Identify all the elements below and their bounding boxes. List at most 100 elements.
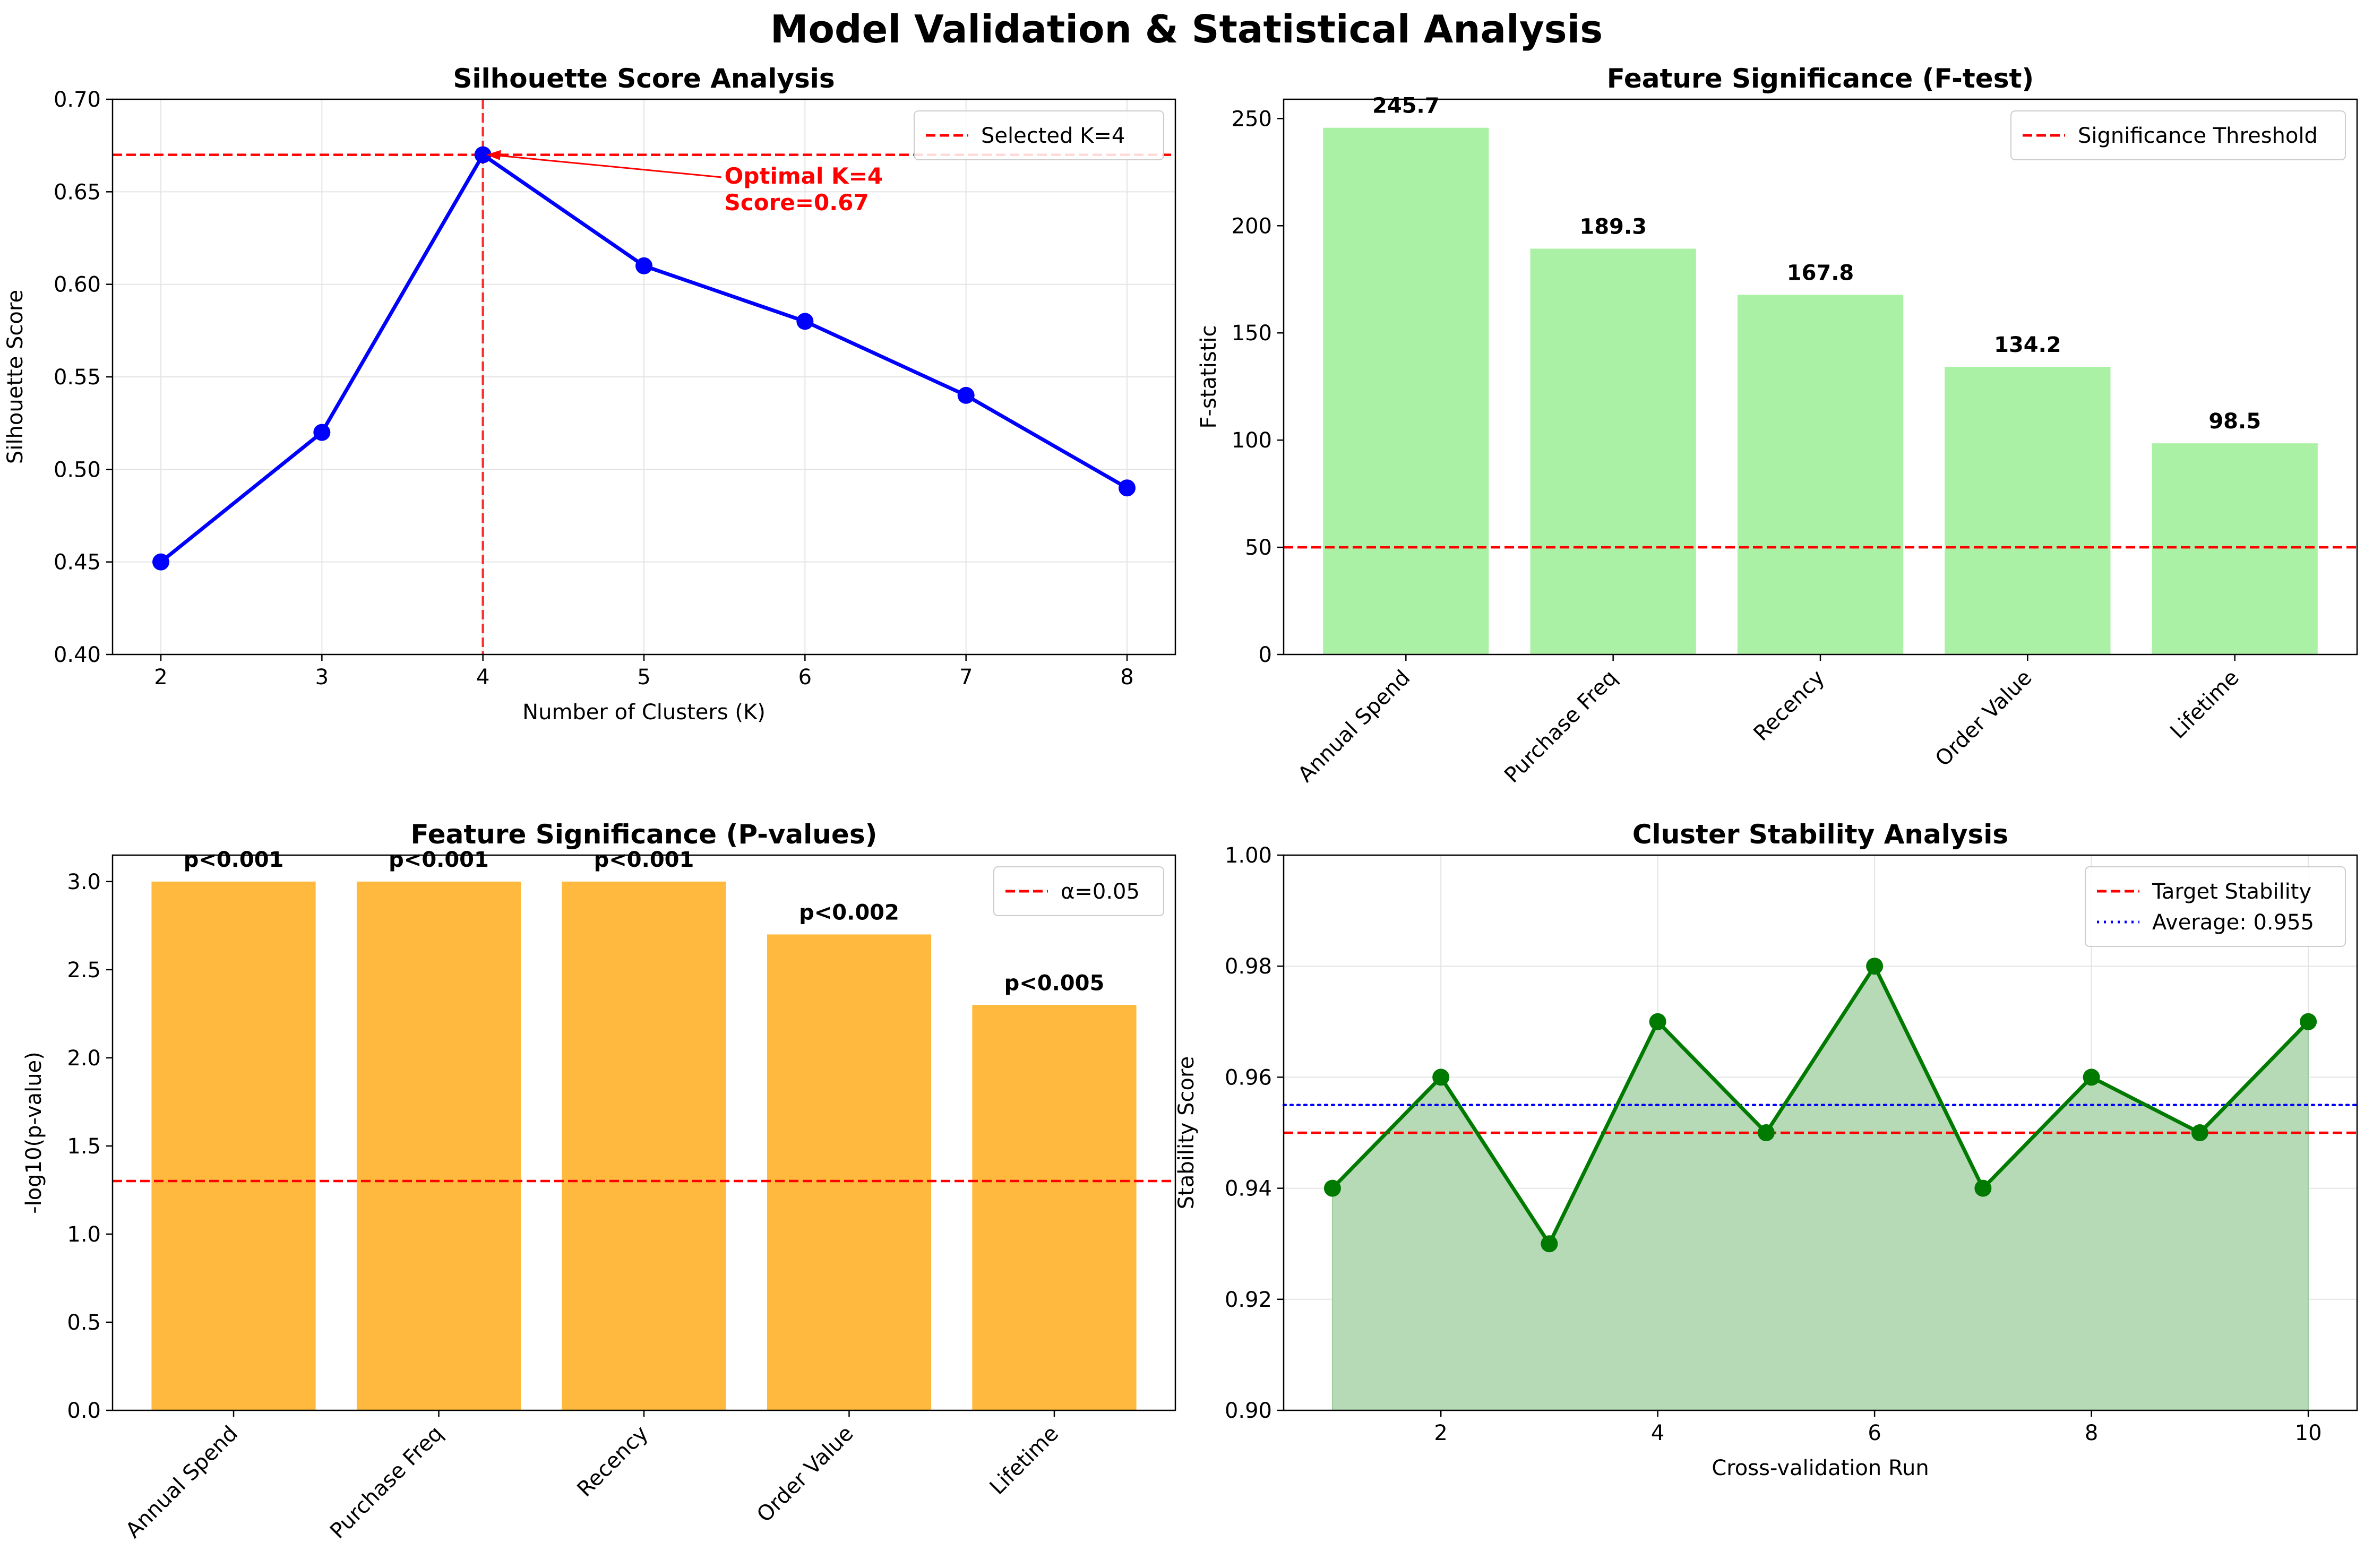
stability-point — [1974, 1179, 1992, 1197]
bar-value-label: p<0.001 — [594, 848, 694, 872]
axes-frame — [111, 98, 1176, 656]
category-label: Order Value — [752, 1421, 858, 1528]
silhouette-point — [474, 146, 492, 163]
y-tick-label: 0.92 — [1225, 1288, 1272, 1312]
annotation-arrow — [490, 154, 721, 178]
legend-entry: Target Stability — [2152, 880, 2311, 904]
category-label: Annual Spend — [1293, 666, 1415, 787]
legend-box — [914, 110, 1164, 160]
legend-entry: α=0.05 — [1061, 880, 1140, 904]
category-label: Lifetime — [985, 1421, 1063, 1500]
stability-point — [1323, 1179, 1341, 1197]
silhouette-panel: 0.40 0.45 0.50 0.55 0.60 0.65 0.70 2 3 4 5 6 7 8 Optim… — [3, 63, 1176, 725]
y-tick-label: 0.55 — [54, 365, 101, 390]
stability-point — [2191, 1124, 2208, 1141]
x-tick-label: 8 — [2085, 1421, 2098, 1445]
legend-box — [2010, 110, 2346, 160]
bar-value-label: p<0.001 — [389, 848, 489, 872]
y-tick-label: 3.0 — [67, 870, 101, 894]
legend-box — [2085, 866, 2346, 947]
axes-frame — [111, 854, 1176, 1411]
y-axis-label: F-statistic — [1197, 325, 1221, 429]
f-test-panel: 0 50 100 150 200 250 245.7 189.3 167.8 134.2 98.5 A… — [1197, 63, 2358, 788]
y-tick-label: 1.5 — [67, 1134, 101, 1159]
panel-title: Feature Significance (F-test) — [1607, 63, 2034, 94]
x-tick-label: 6 — [798, 665, 812, 690]
stability-area — [1331, 965, 2309, 1411]
silhouette-point — [635, 257, 652, 274]
bar-value-label: 167.8 — [1787, 261, 1854, 285]
y-tick-label: 0.65 — [54, 180, 101, 204]
bar-value-label: 189.3 — [1579, 214, 1647, 239]
p-value-panel: 0.0 0.5 1.0 1.5 2.0 2.5 3.0 p<0.001 p<0.001 p<0.0… — [22, 819, 1176, 1544]
x-tick-label: 4 — [1651, 1421, 1664, 1445]
y-tick-label: 0.94 — [1225, 1177, 1272, 1201]
annotation-text-score: Score=0.67 — [725, 189, 869, 216]
y-tick-label: 2.0 — [67, 1046, 101, 1071]
legend-entry: Selected K=4 — [981, 124, 1125, 148]
y-tick-label: 0.60 — [54, 273, 101, 297]
stability-point — [1757, 1124, 1775, 1141]
y-tick-label: 200 — [1232, 214, 1272, 238]
x-tick-label: 2 — [1434, 1421, 1447, 1445]
y-tick-label: 0.96 — [1225, 1065, 1272, 1090]
p-value-bar — [562, 881, 726, 1410]
stability-line — [1331, 964, 2310, 1246]
y-tick-label: 2.5 — [67, 958, 101, 983]
legend-entry: Average: 0.955 — [2152, 910, 2314, 935]
stability-point — [1866, 958, 1884, 975]
category-label: Recency — [573, 1421, 653, 1502]
p-value-bar — [356, 881, 521, 1410]
silhouette-point — [1119, 479, 1136, 497]
stability-point — [1649, 1013, 1666, 1030]
x-tick-label: 7 — [959, 665, 973, 690]
y-tick-label: 50 — [1245, 536, 1272, 560]
y-axis-label: -log10(p-value) — [22, 1052, 46, 1214]
y-axis-label: Stability Score — [1174, 1056, 1199, 1209]
category-label: Lifetime — [2165, 666, 2243, 744]
axes-frame — [1283, 854, 2358, 1411]
category-label: Order Value — [1931, 666, 2037, 772]
f-stat-bar — [1530, 248, 1696, 655]
p-value-bar — [767, 934, 932, 1410]
silhouette-point — [957, 386, 975, 404]
y-tick-label: 0.5 — [67, 1311, 101, 1335]
y-tick-label: 0.50 — [54, 458, 101, 482]
y-tick-label: 0.90 — [1225, 1399, 1272, 1423]
category-label: Purchase Freq — [325, 1421, 448, 1544]
bar-value-label: 134.2 — [1994, 333, 2061, 357]
stability-point — [1541, 1235, 1558, 1253]
x-axis-label: Cross-validation Run — [1712, 1456, 1929, 1480]
bar-value-label: p<0.005 — [1004, 971, 1105, 995]
bar-value-label: p<0.002 — [799, 900, 899, 925]
silhouette-point — [152, 553, 169, 571]
y-axis-label: Silhouette Score — [3, 290, 28, 464]
bar-value-label: p<0.001 — [184, 848, 284, 872]
x-tick-label: 6 — [1868, 1421, 1881, 1445]
annotation-text-k: Optimal K=4 — [725, 163, 883, 189]
p-value-bar — [151, 881, 316, 1410]
y-tick-label: 100 — [1232, 428, 1272, 453]
category-label: Purchase Freq — [1500, 666, 1622, 788]
panel-title: Silhouette Score Analysis — [453, 63, 835, 94]
figure-title: Model Validation & Statistical Analysis — [770, 7, 1603, 51]
y-tick-label: 0.70 — [54, 88, 101, 112]
x-axis-label: Number of Clusters (K) — [522, 700, 766, 725]
y-tick-label: 1.0 — [67, 1222, 101, 1247]
legend-box — [993, 866, 1164, 916]
x-tick-label: 10 — [2295, 1421, 2322, 1445]
category-label: Annual Spend — [121, 1421, 243, 1543]
stability-point — [1432, 1069, 1450, 1086]
x-tick-label: 4 — [476, 665, 489, 690]
annotation-arrowhead — [486, 150, 501, 160]
stability-panel: 0.90 0.92 0.94 0.96 0.98 1.00 2 4 6 8 10 Cluster St… — [1174, 819, 2359, 1480]
f-stat-bar — [2152, 443, 2318, 654]
bar-value-label: 98.5 — [2208, 409, 2261, 434]
x-tick-label: 3 — [315, 665, 329, 690]
bar-value-label: 245.7 — [1372, 94, 1440, 118]
category-label: Recency — [1749, 666, 1829, 746]
panel-title: Feature Significance (P-values) — [411, 819, 878, 850]
x-tick-label: 8 — [1120, 665, 1133, 690]
y-tick-label: 1.00 — [1225, 843, 1272, 868]
